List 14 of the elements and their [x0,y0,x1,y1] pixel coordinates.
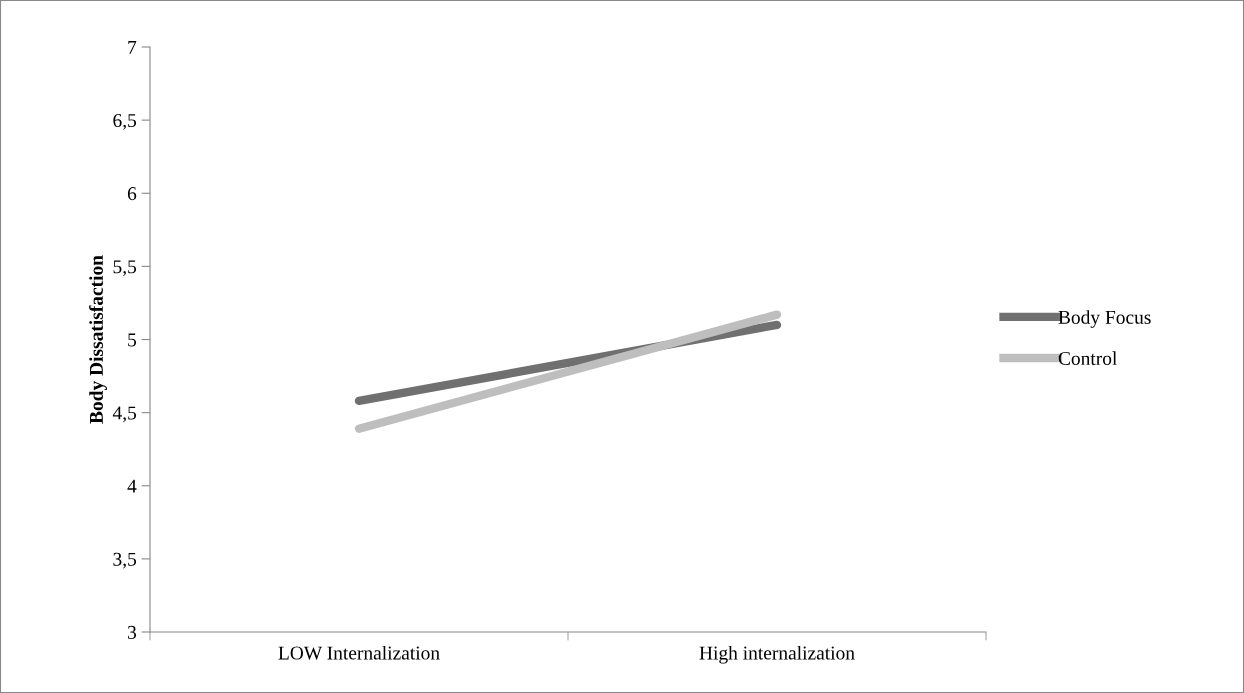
y-tick-label: 3 [128,625,137,639]
x-tick-label: LOW Internalization [278,645,440,660]
y-axis-title: Body Dissatisfaction [89,255,107,424]
y-tick-label: 6 [127,187,137,201]
y-tick-label: 5 [128,333,137,347]
legend-label: Body Focus [1058,310,1151,328]
y-tick-label: 6,5 [113,114,137,130]
legend-label: Control [1058,351,1117,365]
y-tick-label: 4 [127,479,137,493]
y-tick-label: 3,5 [113,552,137,569]
y-tick-label: 7 [128,41,137,54]
x-tick-label: High internalization [699,645,855,664]
y-tick-label: 4,5 [112,406,137,423]
y-tick-label: 5,5 [113,260,137,277]
